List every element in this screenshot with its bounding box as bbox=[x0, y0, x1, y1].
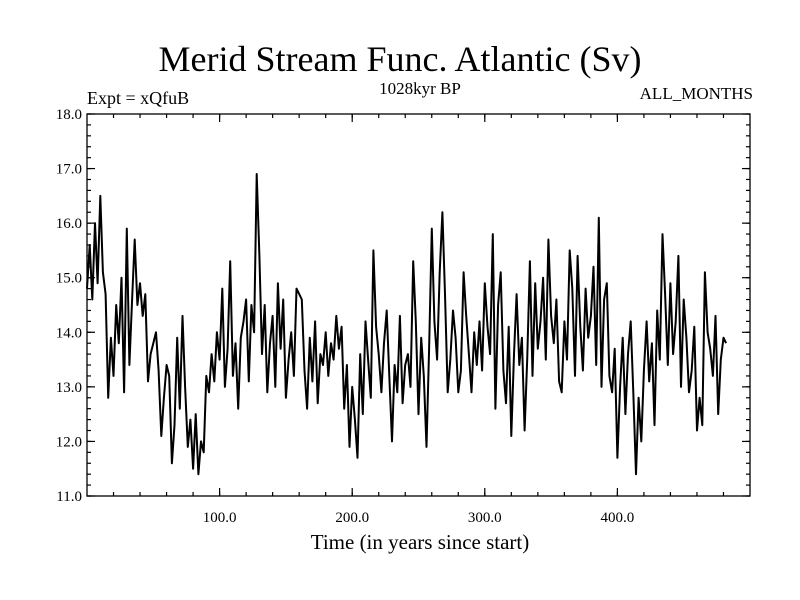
y-tick-label: 18.0 bbox=[56, 107, 82, 123]
x-axis-label: Time (in years since start) bbox=[310, 530, 530, 554]
x-tick-label: 300.0 bbox=[468, 510, 502, 526]
y-tick-label: 17.0 bbox=[56, 162, 82, 178]
y-tick-label: 13.0 bbox=[56, 380, 82, 396]
chart-subtitle: 1028kyr BP bbox=[379, 79, 461, 98]
series-line bbox=[86, 173, 728, 476]
x-tick-label: 100.0 bbox=[203, 510, 237, 526]
y-tick-label: 16.0 bbox=[56, 216, 82, 232]
plot-frame bbox=[86, 113, 751, 497]
y-tick-label: 11.0 bbox=[56, 489, 82, 505]
experiment-label: Expt = xQfuB bbox=[87, 88, 190, 108]
months-label: ALL_MONTHS bbox=[639, 84, 753, 103]
x-tick-label: 200.0 bbox=[335, 510, 369, 526]
x-tick-label: 400.0 bbox=[601, 510, 635, 526]
y-tick-label: 15.0 bbox=[56, 271, 82, 287]
y-tick-label: 12.0 bbox=[56, 434, 82, 450]
chart-title: Merid Stream Func. Atlantic (Sv) bbox=[158, 39, 642, 79]
y-tick-label: 14.0 bbox=[56, 325, 82, 341]
